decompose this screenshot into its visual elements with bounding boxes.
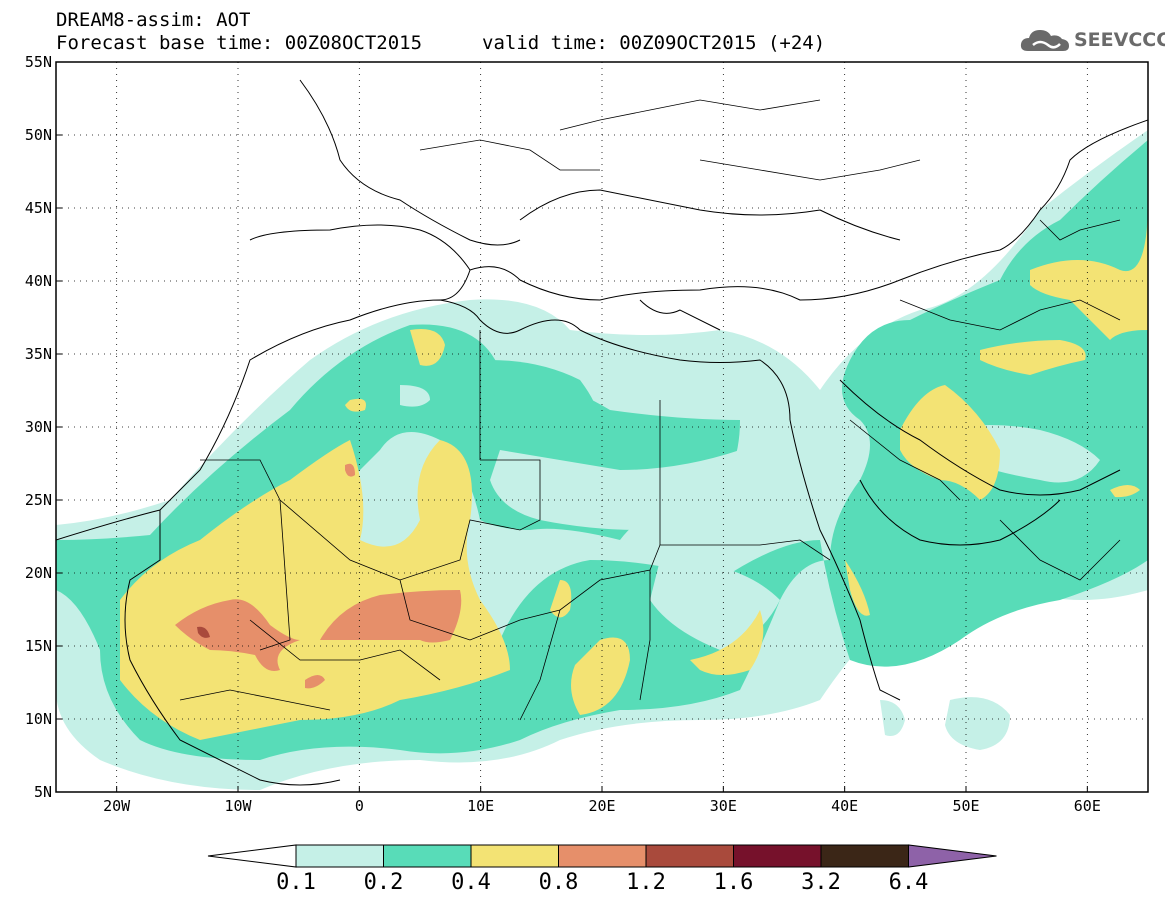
lon-label: 50E (952, 797, 979, 815)
colorbar-under (207, 844, 297, 868)
lat-label: 55N (25, 53, 52, 71)
aot-band-0.4 (120, 200, 1148, 740)
country-borders (179, 99, 1121, 721)
lon-label: 10W (224, 797, 252, 815)
colorbar-over (908, 844, 997, 868)
lon-label: 30E (710, 797, 737, 815)
aot-band-1.2 (197, 626, 210, 638)
lon-label: 60E (1074, 797, 1101, 815)
lat-label: 15N (25, 637, 52, 655)
colorbar-label: 1.6 (713, 870, 754, 895)
colorbar-label: 0.1 (276, 870, 316, 895)
lat-label: 30N (25, 418, 52, 436)
colorbar-segment (470, 844, 559, 868)
colorbar-label: 0.4 (451, 870, 491, 895)
colorbar-label: 0.2 (363, 870, 404, 895)
lat-label: 35N (25, 345, 52, 363)
lat-label: 40N (25, 272, 52, 290)
lon-label: 0 (355, 797, 364, 815)
colorbar-segment (383, 844, 472, 868)
title-base-time: Forecast base time: 00Z08OCT2015 (56, 32, 423, 54)
lat-label: 25N (25, 491, 52, 509)
aot-band-0.1-holes (400, 385, 1100, 650)
lat-label: 20N (25, 564, 52, 582)
colorbar-segment (295, 844, 384, 868)
lon-label: 20E (588, 797, 615, 815)
colorbar-label: 6.4 (888, 870, 929, 895)
colorbar-label: 3.2 (801, 870, 841, 895)
colorbar-segment (820, 844, 909, 868)
title-valid-time: valid time: 00Z09OCT2015 (+24) (482, 32, 826, 54)
lat-labels: 55N 50N 45N 40N 35N 30N 25N 20N 15N 10N 5N (25, 53, 52, 801)
lat-label: 45N (25, 199, 52, 217)
seevccc-logo: SEEVCCC (1018, 25, 1165, 55)
colorbar-segment (733, 844, 822, 868)
cloud-icon (1020, 30, 1069, 51)
colorbar-label: 0.8 (538, 870, 579, 895)
colorbar-segment (645, 844, 734, 868)
coastlines (56, 79, 1148, 786)
aot-band-0.8 (175, 463, 462, 689)
lon-label: 20W (103, 797, 131, 815)
lon-labels: 20W 10W 0 10E 20E 30E 40E 50E 60E (103, 797, 1101, 815)
colorbar (207, 844, 997, 868)
lon-label: 40E (831, 797, 858, 815)
title-product: DREAM8-assim: AOT (56, 9, 251, 31)
colorbar-label: 1.2 (626, 870, 666, 895)
graticule (56, 62, 1148, 792)
lat-label: 50N (25, 126, 52, 144)
aot-field (56, 62, 1148, 792)
axis-ticks (56, 61, 1088, 793)
logo-text: SEEVCCC (1074, 29, 1165, 51)
colorbar-segment (558, 844, 647, 868)
lat-label: 10N (25, 710, 52, 728)
lon-label: 10E (467, 797, 494, 815)
lat-label: 5N (34, 783, 52, 801)
